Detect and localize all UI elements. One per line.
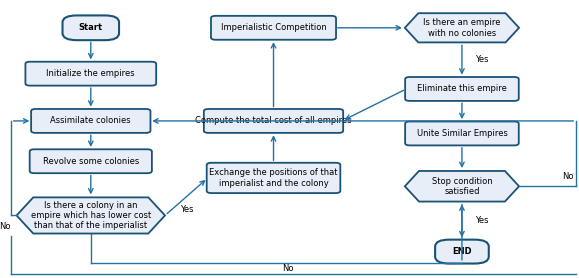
Text: Assimilate colonies: Assimilate colonies <box>50 116 131 125</box>
Text: END: END <box>452 247 472 256</box>
FancyBboxPatch shape <box>405 77 519 101</box>
FancyBboxPatch shape <box>204 109 343 133</box>
Text: Revolve some colonies: Revolve some colonies <box>43 157 139 166</box>
FancyBboxPatch shape <box>30 149 152 173</box>
Text: Compute the total cost of all empires: Compute the total cost of all empires <box>195 116 352 125</box>
Text: No: No <box>562 172 573 181</box>
Polygon shape <box>17 197 165 234</box>
Text: Is there an empire
with no colonies: Is there an empire with no colonies <box>423 18 501 38</box>
Text: Imperialistic Competition: Imperialistic Competition <box>221 23 327 32</box>
FancyBboxPatch shape <box>63 16 119 40</box>
Polygon shape <box>405 171 519 202</box>
Text: Unite Similar Empires: Unite Similar Empires <box>416 129 507 138</box>
Text: Initialize the empires: Initialize the empires <box>46 69 135 78</box>
Text: Is there a colony in an
empire which has lower cost
than that of the imperialist: Is there a colony in an empire which has… <box>31 200 151 230</box>
Text: Stop condition
satisfied: Stop condition satisfied <box>431 177 492 196</box>
FancyBboxPatch shape <box>31 109 151 133</box>
FancyBboxPatch shape <box>207 163 340 193</box>
Text: Yes: Yes <box>475 56 489 64</box>
Text: Yes: Yes <box>475 216 489 225</box>
Text: No: No <box>0 222 11 231</box>
Text: Start: Start <box>79 23 103 32</box>
Text: Yes: Yes <box>179 205 193 214</box>
FancyBboxPatch shape <box>405 121 519 145</box>
FancyBboxPatch shape <box>25 62 156 86</box>
FancyBboxPatch shape <box>211 16 336 40</box>
FancyBboxPatch shape <box>435 240 489 264</box>
Text: Exchange the positions of that
imperialist and the colony: Exchange the positions of that imperiali… <box>209 168 338 188</box>
Text: No: No <box>282 264 294 273</box>
Text: Eliminate this empire: Eliminate this empire <box>417 85 507 93</box>
Polygon shape <box>405 13 519 43</box>
